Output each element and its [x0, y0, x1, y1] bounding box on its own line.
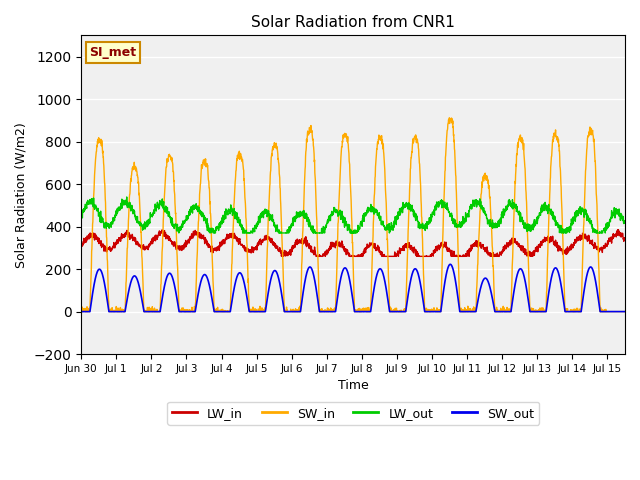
SW_out	[447, 262, 454, 267]
Title: Solar Radiation from CNR1: Solar Radiation from CNR1	[251, 15, 455, 30]
SW_out	[109, 309, 117, 314]
Legend: LW_in, SW_in, LW_out, SW_out: LW_in, SW_in, LW_out, SW_out	[167, 402, 539, 425]
Line: SW_in: SW_in	[81, 118, 625, 312]
LW_out	[418, 223, 426, 228]
Y-axis label: Solar Radiation (W/m2): Solar Radiation (W/m2)	[15, 122, 28, 267]
SW_in	[538, 309, 545, 314]
SW_out	[77, 309, 85, 314]
LW_in	[312, 253, 320, 259]
LW_out	[207, 230, 214, 236]
SW_out	[602, 309, 610, 314]
LW_in	[538, 239, 545, 244]
SW_in	[445, 115, 453, 121]
LW_in	[602, 242, 610, 248]
LW_out	[356, 220, 364, 226]
SW_out	[538, 309, 545, 314]
LW_in	[356, 253, 364, 259]
SW_out	[356, 309, 364, 314]
SW_out	[621, 309, 628, 314]
LW_out	[109, 219, 117, 225]
LW_in	[418, 253, 426, 259]
LW_out	[602, 228, 610, 233]
Line: LW_in: LW_in	[81, 230, 625, 256]
LW_in	[614, 227, 622, 233]
SW_in	[356, 309, 364, 314]
X-axis label: Time: Time	[338, 379, 369, 392]
SW_in	[621, 309, 628, 314]
LW_out	[435, 204, 442, 210]
SW_in	[109, 309, 117, 314]
LW_out	[621, 220, 628, 226]
LW_in	[621, 237, 628, 242]
SW_out	[418, 288, 426, 293]
LW_out	[123, 194, 131, 200]
SW_in	[435, 309, 442, 314]
SW_in	[77, 305, 85, 311]
SW_in	[602, 309, 610, 314]
LW_in	[77, 244, 85, 250]
Line: SW_out: SW_out	[81, 264, 625, 312]
SW_in	[418, 215, 426, 220]
SW_out	[435, 309, 442, 314]
LW_out	[77, 210, 85, 216]
Line: LW_out: LW_out	[81, 197, 625, 233]
SW_in	[79, 309, 86, 314]
LW_in	[435, 245, 442, 251]
LW_out	[538, 209, 545, 215]
Text: SI_met: SI_met	[90, 46, 136, 59]
LW_in	[109, 243, 117, 249]
